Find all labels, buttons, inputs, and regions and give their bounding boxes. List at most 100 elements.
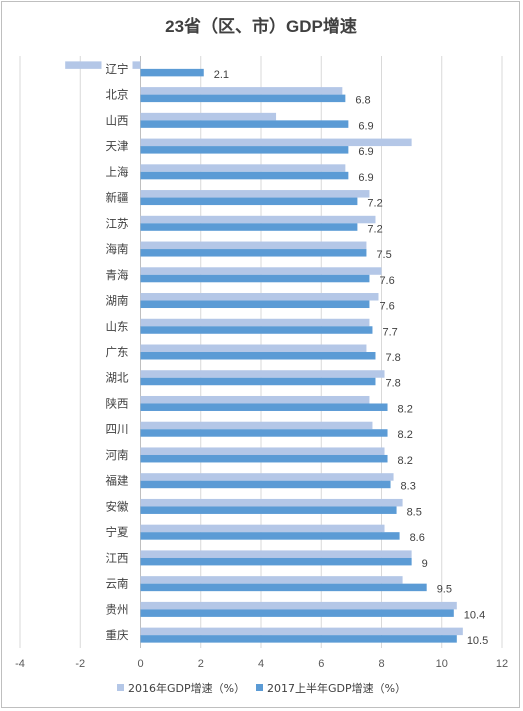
x-tick-label: -4 [15, 658, 25, 670]
bar-2017h1 [140, 249, 367, 257]
data-label: 8.2 [398, 455, 413, 467]
bar-2016 [140, 498, 403, 507]
category-label-bg [101, 86, 133, 103]
category-label: 陕西 [106, 396, 129, 410]
bar-2017h1 [140, 609, 454, 617]
x-tick-label: 10 [436, 658, 448, 670]
category-label-bg [101, 498, 133, 515]
bar-2017h1 [140, 300, 370, 309]
legend-swatch [256, 684, 263, 691]
bar-2016 [140, 344, 367, 352]
category-label-bg [101, 292, 133, 309]
category-label-bg [101, 60, 133, 77]
category-labels: 辽宁北京山西天津上海新疆江苏海南青海湖南山东广东湖北陕西四川河南福建安徽宁夏江西… [101, 60, 133, 644]
category-label: 湖南 [106, 294, 129, 308]
category-label-bg [101, 163, 133, 180]
legend-label: 2016年GDP增速（%） [128, 681, 245, 695]
data-label: 7.2 [367, 223, 382, 235]
data-label: 9.5 [437, 584, 452, 596]
bar-2017h1 [140, 377, 376, 386]
bar-2017h1 [140, 429, 388, 437]
legend-swatch [117, 684, 124, 691]
bar-2017h1 [140, 274, 370, 283]
bar-2017h1 [140, 557, 412, 566]
bar-2017h1 [140, 532, 400, 540]
data-label: 6.9 [358, 172, 373, 184]
x-tick-label: 2 [198, 658, 204, 670]
bar-2016 [140, 190, 370, 198]
data-label: 8.6 [410, 532, 425, 544]
data-label: 7.6 [379, 301, 394, 313]
bar-2016 [140, 267, 382, 275]
bar-2017h1 [140, 583, 427, 592]
bar-2016 [140, 421, 373, 430]
category-label-bg [101, 241, 133, 258]
category-label-bg [101, 472, 133, 489]
data-label: 6.9 [358, 120, 373, 132]
category-label: 福建 [106, 474, 129, 488]
category-label: 辽宁 [106, 62, 129, 76]
x-tick-label: 4 [258, 658, 264, 670]
x-tick-label: 0 [137, 658, 143, 670]
data-label: 8.2 [398, 429, 413, 441]
bar-2017h1 [140, 94, 346, 103]
chart-title: 23省（区、市）GDP增速 [165, 16, 357, 36]
x-tick-label: 8 [378, 658, 384, 670]
data-labels: 2.1 6.8 6.9 6.9 6.9 7.2 7.2 7.5 7.6 7.6 7.7 7.8 7.8 8… [214, 69, 488, 647]
bar-2017h1 [140, 403, 388, 411]
bar-2016 [140, 241, 367, 250]
x-tick-label: 12 [496, 658, 508, 670]
bar-2017h1 [140, 146, 349, 154]
category-label-bg [101, 395, 133, 412]
category-label: 云南 [106, 577, 129, 591]
bar-2016 [140, 524, 385, 533]
category-label: 广东 [106, 345, 129, 359]
bar-2016 [140, 627, 463, 636]
category-label-bg [101, 112, 133, 129]
category-label-bg [101, 627, 133, 644]
data-label: 10.5 [467, 635, 488, 647]
bar-2017h1 [140, 120, 349, 128]
bar-2016 [140, 293, 379, 301]
category-label-bg [101, 189, 133, 206]
bar-2017h1 [140, 68, 204, 77]
data-label: 6.8 [355, 95, 370, 107]
bar-2016 [140, 112, 277, 121]
bar-2016 [140, 395, 370, 404]
bar-2017h1 [140, 352, 376, 360]
bar-series [65, 61, 463, 643]
bar-2016 [140, 370, 385, 378]
category-label-bg [101, 318, 133, 335]
data-label: 7.2 [367, 198, 382, 210]
category-label: 北京 [106, 88, 129, 102]
bar-2016 [140, 87, 343, 95]
data-label: 8.3 [401, 481, 416, 493]
bar-2017h1 [140, 223, 358, 231]
legend: 2016年GDP增速（%） 2017上半年GDP增速（%） [117, 681, 406, 695]
data-label: 7.7 [382, 326, 397, 338]
category-label-bg [101, 369, 133, 386]
category-label-bg [101, 575, 133, 592]
category-label: 新疆 [106, 191, 129, 205]
bar-2016 [140, 318, 370, 327]
x-axis-ticks: -4 -2 0 2 4 6 8 10 12 [15, 658, 508, 670]
category-label: 江苏 [106, 216, 129, 230]
category-label: 宁夏 [106, 525, 129, 539]
x-tick-label: 6 [318, 658, 324, 670]
bar-2016 [140, 473, 394, 481]
category-label: 天津 [106, 139, 129, 153]
category-label-bg [101, 266, 133, 283]
category-label: 四川 [106, 422, 129, 436]
data-label: 7.8 [385, 378, 400, 390]
category-label: 上海 [106, 165, 129, 179]
x-tick-label: -2 [75, 658, 85, 670]
category-label: 山西 [106, 113, 129, 127]
category-label-bg [101, 446, 133, 463]
bar-2016 [140, 215, 376, 224]
data-label: 9 [422, 558, 428, 570]
data-label: 7.6 [379, 275, 394, 287]
category-label: 安徽 [106, 499, 129, 513]
bar-2017h1 [140, 480, 391, 489]
data-label: 7.5 [376, 249, 391, 261]
bar-2016 [140, 601, 457, 610]
